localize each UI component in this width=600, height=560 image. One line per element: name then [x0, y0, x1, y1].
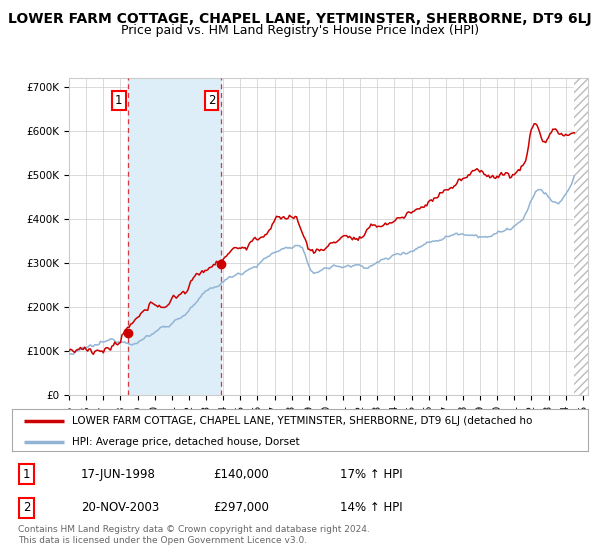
- Text: £297,000: £297,000: [214, 501, 269, 515]
- Text: 20-NOV-2003: 20-NOV-2003: [81, 501, 160, 515]
- Text: LOWER FARM COTTAGE, CHAPEL LANE, YETMINSTER, SHERBORNE, DT9 6LJ: LOWER FARM COTTAGE, CHAPEL LANE, YETMINS…: [8, 12, 592, 26]
- Text: 17-JUN-1998: 17-JUN-1998: [81, 468, 156, 481]
- Text: 2: 2: [23, 501, 30, 515]
- Text: LOWER FARM COTTAGE, CHAPEL LANE, YETMINSTER, SHERBORNE, DT9 6LJ (detached ho: LOWER FARM COTTAGE, CHAPEL LANE, YETMINS…: [73, 416, 533, 426]
- Text: Contains HM Land Registry data © Crown copyright and database right 2024.
This d: Contains HM Land Registry data © Crown c…: [18, 525, 370, 545]
- Text: Price paid vs. HM Land Registry's House Price Index (HPI): Price paid vs. HM Land Registry's House …: [121, 24, 479, 36]
- Bar: [574, 78, 588, 395]
- Text: HPI: Average price, detached house, Dorset: HPI: Average price, detached house, Dors…: [73, 437, 300, 446]
- Text: 2: 2: [208, 94, 215, 107]
- Text: 17% ↑ HPI: 17% ↑ HPI: [340, 468, 403, 481]
- Bar: [574, 78, 588, 395]
- Text: 1: 1: [115, 94, 122, 107]
- Text: £140,000: £140,000: [214, 468, 269, 481]
- Bar: [128, 78, 221, 395]
- Text: 14% ↑ HPI: 14% ↑ HPI: [340, 501, 403, 515]
- Text: 1: 1: [23, 468, 30, 481]
